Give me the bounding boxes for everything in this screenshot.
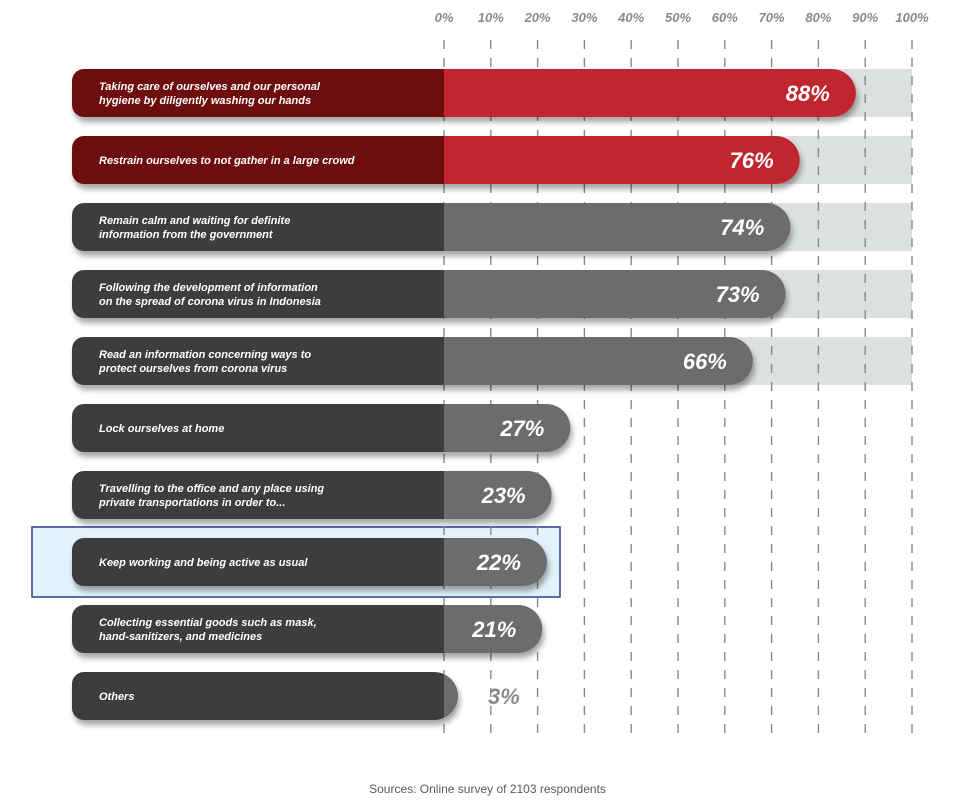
category-label-5: Read an information concerning ways to pr… [98,349,311,375]
value-label-6: 27% [499,416,544,441]
value-label-8: 22% [476,550,521,575]
tick-label-0pct: 0% [435,10,454,25]
tick-label-60pct: 60% [712,10,738,25]
bar-4 [72,270,786,318]
bar-3 [72,203,791,251]
tick-label-100pct: 100% [895,10,929,25]
value-label-7: 23% [481,483,526,508]
value-label-1: 88% [786,81,830,106]
category-label-1: Taking care of ourselves and our persona… [99,81,321,107]
tick-label-70pct: 70% [759,10,785,25]
tick-label-10pct: 10% [478,10,504,25]
bar-10 [72,672,459,720]
bar-6 [72,404,571,452]
source-note: Sources: Online survey of 2103 responden… [369,782,606,796]
value-label-5: 66% [683,349,727,374]
tick-label-20pct: 20% [524,10,551,25]
bar-1 [72,69,856,117]
bar-2 [72,136,800,184]
category-label-3: Remain calm and waiting for definite info… [99,215,290,241]
value-label-9: 21% [471,617,516,642]
value-label-10: 3% [488,684,520,709]
category-label-4: Following the development of information… [99,282,321,308]
bar-5 [72,337,753,385]
value-label-3: 74% [720,215,764,240]
bar-9 [72,605,543,653]
value-label-2: 76% [730,148,774,173]
bar-7 [72,471,552,519]
bar-8 [72,538,547,586]
tick-label-40pct: 40% [617,10,644,25]
value-label-4: 73% [716,282,760,307]
tick-label-30pct: 30% [571,10,597,25]
category-label-8: Keep working and being active as usual [99,557,308,569]
category-label-7: Travelling to the office and any place u… [98,483,324,509]
category-label-6: Lock ourselves at home [99,423,224,435]
category-label-2: Restrain ourselves to not gather in a la… [99,155,355,167]
category-label-10: Others [99,691,134,703]
category-label-9: Collecting essential goods such as mask,… [99,617,317,643]
tick-label-50pct: 50% [665,10,691,25]
tick-label-90pct: 90% [852,10,878,25]
tick-label-80pct: 80% [805,10,831,25]
